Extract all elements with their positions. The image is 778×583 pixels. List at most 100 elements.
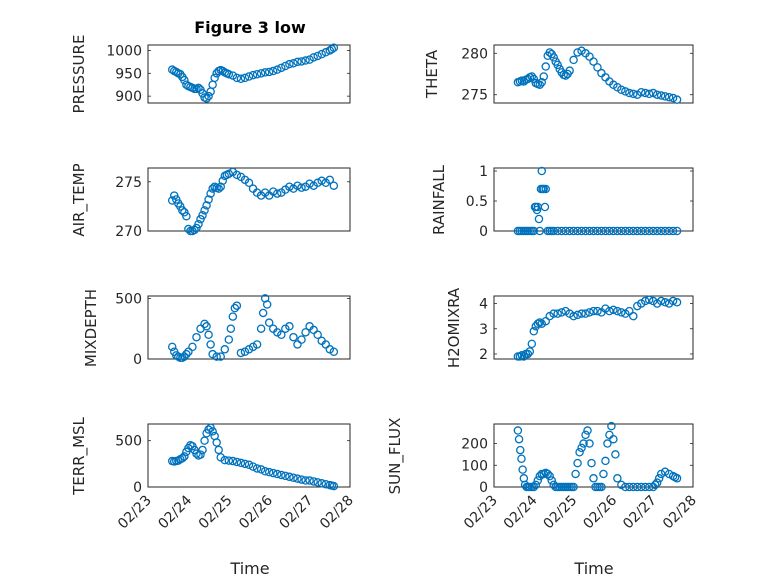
data-point bbox=[305, 179, 314, 188]
data-point bbox=[664, 226, 674, 236]
series-terr-msl bbox=[167, 423, 339, 491]
data-point bbox=[535, 226, 545, 236]
data-point bbox=[198, 210, 207, 220]
data-point bbox=[640, 296, 650, 306]
data-point bbox=[210, 73, 219, 83]
y-tick-label: 0 bbox=[479, 224, 488, 240]
data-point bbox=[180, 452, 189, 461]
data-point bbox=[178, 206, 187, 215]
data-point bbox=[541, 184, 550, 194]
data-point bbox=[224, 335, 234, 344]
axes-terr-msl: 0 500 02/23 02/24 02/25 02/26 02/27 02/28 TERR… bbox=[70, 416, 357, 578]
data-point bbox=[549, 226, 558, 236]
x-ticks-terr-msl: 02/23 02/24 02/25 02/26 02/27 02/28 bbox=[115, 492, 357, 532]
data-point bbox=[297, 183, 306, 192]
y-tick-label: 950 bbox=[115, 66, 142, 82]
data-point bbox=[605, 306, 614, 316]
data-point bbox=[577, 309, 586, 318]
data-point bbox=[277, 63, 286, 73]
data-point bbox=[611, 450, 620, 459]
y-label-sun-flux: SUN_FLUX bbox=[386, 418, 405, 495]
data-point bbox=[565, 226, 574, 236]
data-point bbox=[236, 74, 246, 84]
data-point bbox=[585, 226, 594, 236]
data-point bbox=[573, 226, 582, 236]
data-point bbox=[182, 349, 191, 359]
data-point bbox=[537, 166, 547, 176]
y-label-terr-msl: TERR_MSL bbox=[70, 416, 89, 495]
data-point bbox=[672, 298, 682, 307]
data-point bbox=[597, 226, 606, 236]
data-point bbox=[668, 93, 678, 103]
data-point bbox=[182, 211, 191, 221]
data-point bbox=[297, 57, 306, 66]
data-point bbox=[202, 322, 211, 331]
data-point bbox=[569, 226, 578, 236]
data-point bbox=[327, 44, 337, 54]
y-tick-label: 3 bbox=[479, 322, 488, 338]
data-point bbox=[309, 53, 318, 62]
data-point bbox=[617, 85, 626, 94]
data-point bbox=[297, 335, 306, 344]
data-point bbox=[577, 226, 586, 236]
data-point bbox=[535, 80, 545, 90]
data-point bbox=[587, 458, 596, 468]
series-rainfall bbox=[513, 166, 682, 236]
axes-frame-rainfall bbox=[493, 167, 694, 232]
data-point bbox=[208, 427, 217, 436]
data-point bbox=[601, 456, 610, 466]
data-point bbox=[264, 318, 274, 327]
y-tick-label: 275 bbox=[461, 88, 488, 104]
data-point bbox=[192, 449, 201, 458]
y-ticks-air-temp: 270 275 bbox=[115, 175, 350, 240]
data-point bbox=[202, 94, 211, 103]
data-point bbox=[660, 226, 670, 236]
data-point bbox=[192, 332, 201, 342]
data-point bbox=[637, 226, 646, 236]
data-point bbox=[654, 474, 664, 483]
data-point bbox=[640, 482, 650, 492]
data-point bbox=[577, 443, 586, 453]
data-point bbox=[603, 439, 612, 448]
data-point bbox=[313, 478, 322, 487]
data-point bbox=[652, 226, 662, 236]
data-point bbox=[629, 89, 638, 99]
x-tick-label: 02/23 bbox=[461, 493, 501, 533]
data-point bbox=[605, 226, 614, 236]
data-point bbox=[652, 90, 662, 99]
data-point bbox=[513, 426, 523, 435]
data-point bbox=[557, 226, 566, 236]
data-point bbox=[672, 474, 682, 483]
data-point bbox=[220, 345, 230, 354]
data-point bbox=[569, 482, 578, 492]
data-point bbox=[650, 480, 660, 490]
data-point bbox=[206, 189, 215, 198]
data-point bbox=[317, 49, 326, 59]
data-point bbox=[573, 458, 582, 468]
data-point bbox=[525, 347, 535, 356]
x-tick-label: 02/27 bbox=[620, 493, 660, 533]
data-point bbox=[224, 456, 234, 465]
data-point bbox=[644, 89, 654, 99]
x-tick-label: 02/26 bbox=[236, 492, 276, 532]
x-tick-label: 02/23 bbox=[115, 493, 155, 533]
data-point bbox=[204, 330, 213, 340]
data-point bbox=[629, 482, 638, 492]
data-point bbox=[637, 87, 646, 97]
y-label-rainfall: RAINFALL bbox=[430, 164, 448, 235]
data-point bbox=[198, 445, 207, 455]
data-point bbox=[285, 59, 294, 69]
y-tick-label: 500 bbox=[115, 291, 142, 307]
data-point bbox=[200, 436, 209, 445]
data-point bbox=[656, 91, 666, 100]
data-point bbox=[537, 78, 547, 87]
data-point bbox=[206, 340, 215, 349]
data-point bbox=[553, 309, 562, 318]
axes-h2omixra: 2 3 4 H2OMIXRA bbox=[445, 287, 694, 368]
data-point bbox=[313, 178, 322, 188]
data-point bbox=[258, 308, 268, 318]
data-point bbox=[633, 482, 642, 492]
data-point bbox=[289, 332, 298, 342]
data-point bbox=[264, 67, 274, 77]
data-point bbox=[305, 476, 314, 485]
